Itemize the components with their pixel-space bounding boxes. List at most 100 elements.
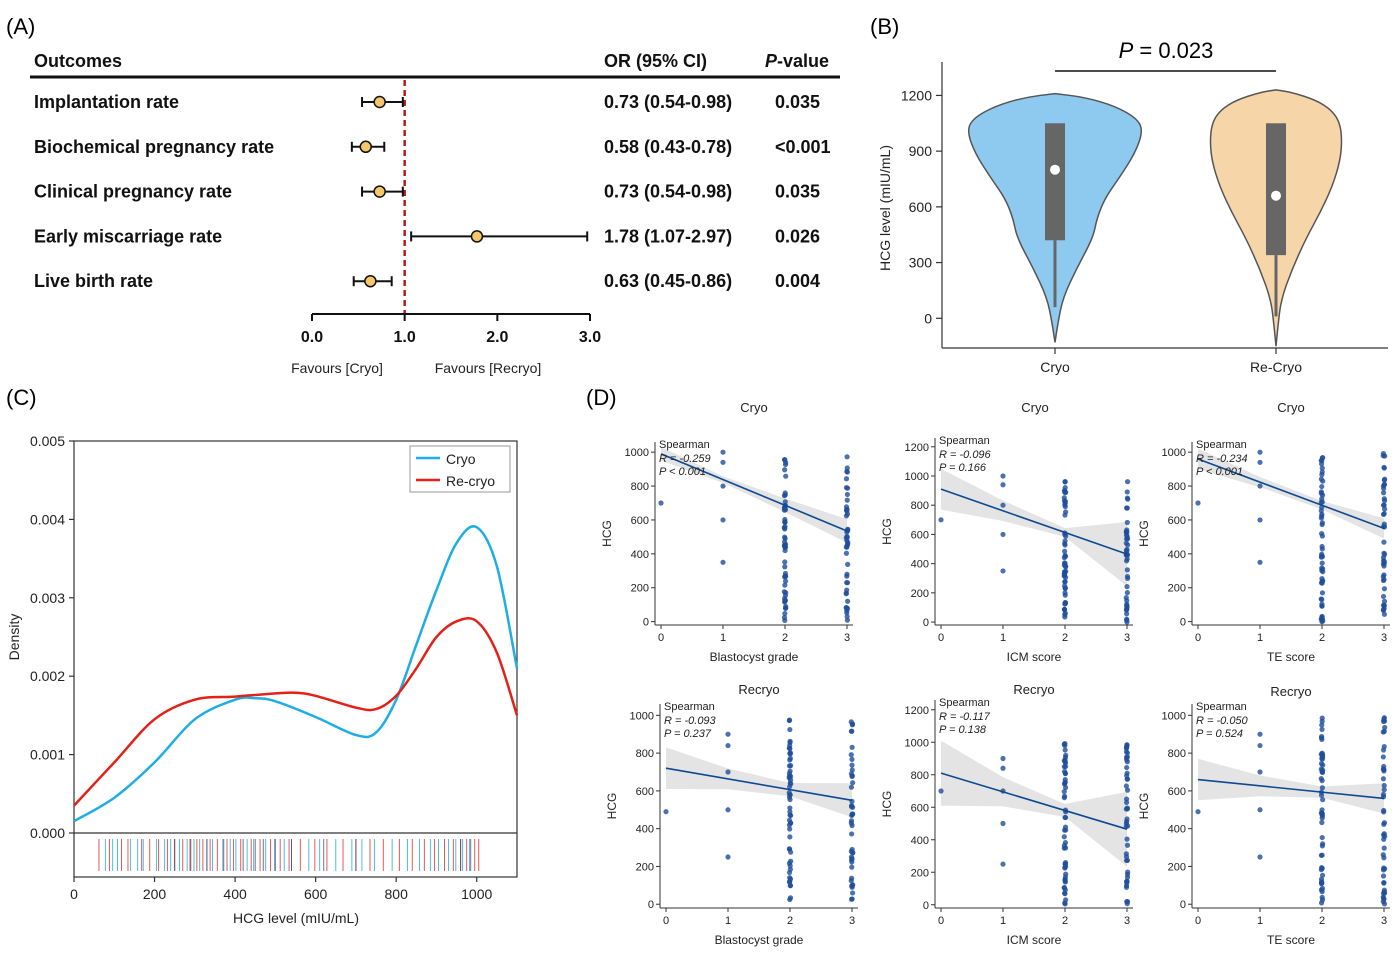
or-point — [470, 230, 484, 243]
scatter-point — [787, 805, 793, 811]
scatter-point — [1062, 579, 1068, 585]
p-value-annotation: P = 0.023 — [1119, 38, 1214, 63]
scatter-point — [1319, 785, 1325, 791]
density-curve-recryo — [73, 617, 519, 807]
scatter-point — [1320, 797, 1326, 803]
scatter-point — [787, 826, 793, 832]
scatter-point — [844, 614, 850, 620]
scatter-point — [844, 598, 851, 604]
scatter-point — [1000, 482, 1006, 488]
scatter-point — [1062, 768, 1068, 775]
scatter-y-tick-label: 800 — [911, 770, 929, 782]
scatter-point — [1061, 793, 1068, 799]
scatter-point — [1124, 806, 1130, 812]
scatter-y-tick-label: 800 — [911, 500, 929, 512]
scatter-point — [782, 597, 789, 604]
scatter-x-tick-label: 0 — [1195, 915, 1201, 927]
scatter-point — [782, 467, 788, 473]
scatter-point — [845, 485, 851, 491]
scatter-p-value: P < 0.001 — [659, 466, 706, 478]
density-x-label: HCG level (mIU/mL) — [233, 910, 359, 926]
scatter-point — [849, 875, 855, 881]
scatter-point — [1319, 751, 1325, 757]
scatter-p-value: P = 0.237 — [664, 728, 712, 740]
scatter-point — [1319, 614, 1325, 620]
scatter-point — [1195, 500, 1201, 506]
scatter-point — [1257, 854, 1263, 860]
violin-y-tick-label: 0 — [924, 310, 932, 326]
header-or: OR (95% CI) — [604, 51, 707, 71]
p-value-text: 0.004 — [775, 271, 820, 291]
scatter-x-tick-label: 3 — [1381, 632, 1387, 644]
scatter-point — [1063, 568, 1069, 575]
density-y-tick-label: 0.000 — [30, 825, 65, 841]
scatter-y-tick-label: 1000 — [630, 710, 654, 722]
scatter-point — [720, 483, 726, 489]
scatter-point — [1319, 469, 1325, 475]
scatter-point — [1319, 565, 1325, 571]
violin-group-label: Cryo — [1040, 359, 1070, 375]
scatter-point — [1124, 573, 1131, 580]
scatter-point — [1318, 580, 1325, 586]
scatter-point — [1381, 521, 1387, 527]
scatter-point — [1381, 845, 1387, 851]
scatter-point — [1124, 567, 1130, 573]
scatter-method: Spearman — [659, 439, 710, 451]
scatter-point — [1062, 747, 1068, 753]
scatter-point — [938, 517, 944, 523]
scatter-point — [849, 811, 855, 817]
scatter-point — [1381, 880, 1387, 886]
scatter-point — [725, 731, 731, 737]
scatter-point — [1123, 783, 1130, 789]
scatter-point — [1124, 590, 1130, 596]
scatter-point — [725, 769, 731, 775]
scatter-point — [1124, 757, 1130, 763]
forest-x-axis: 0.0 1.0 2.0 3.0 — [301, 313, 601, 346]
scatter-point — [1319, 815, 1325, 821]
scatter-point — [786, 794, 793, 800]
scatter-point — [1381, 782, 1387, 789]
scatter-point — [787, 726, 793, 733]
density-axes: 0.000 0.001 0.002 0.003 0.004 0.005 0 200 400 600… — [30, 433, 518, 902]
forest-tick-label: 1.0 — [394, 329, 416, 346]
scatter-point — [783, 603, 789, 610]
scatter-y-label: HCG — [880, 518, 894, 545]
scatter-point — [1381, 831, 1387, 837]
scatter-point — [1319, 492, 1326, 498]
scatter-point — [1123, 823, 1129, 829]
scatter-point — [849, 762, 855, 768]
scatter-point — [1062, 538, 1068, 544]
scatter-y-label: HCG — [605, 793, 619, 820]
scatter-p-value: P = 0.138 — [939, 724, 987, 736]
scatter-point — [850, 882, 856, 888]
scatter-point — [1319, 533, 1325, 539]
scatter-point — [1380, 852, 1386, 858]
scatter-x-label: Blastocyst grade — [710, 650, 799, 664]
scatter-point — [1124, 742, 1130, 748]
scatter-point — [1319, 769, 1326, 776]
scatter-point — [720, 517, 726, 523]
scatter-point — [1381, 718, 1388, 724]
scatter-point — [1062, 754, 1069, 761]
scatter-point — [1124, 479, 1131, 485]
scatter-point — [787, 746, 793, 752]
scatter-point — [1381, 766, 1387, 773]
scatter-point — [1319, 880, 1325, 886]
scatter-point — [1124, 597, 1130, 604]
scatter-point — [844, 469, 850, 475]
scatter-y-tick-label: 600 — [1168, 515, 1186, 527]
scatter-point — [1124, 546, 1130, 553]
scatter-y-label: HCG — [880, 791, 894, 818]
scatter-point — [1319, 576, 1325, 582]
scatter-point — [786, 717, 793, 723]
scatter-point — [782, 492, 788, 498]
scatter-y-tick-label: 0 — [1180, 617, 1186, 629]
scatter-point — [844, 573, 850, 579]
scatter-point — [782, 519, 788, 525]
scatter-point — [1319, 560, 1325, 566]
scatter-point — [1123, 882, 1130, 889]
scatter-point — [1061, 764, 1067, 770]
scatter-method: Spearman — [664, 701, 715, 713]
scatter-x-tick-label: 2 — [1062, 632, 1068, 644]
